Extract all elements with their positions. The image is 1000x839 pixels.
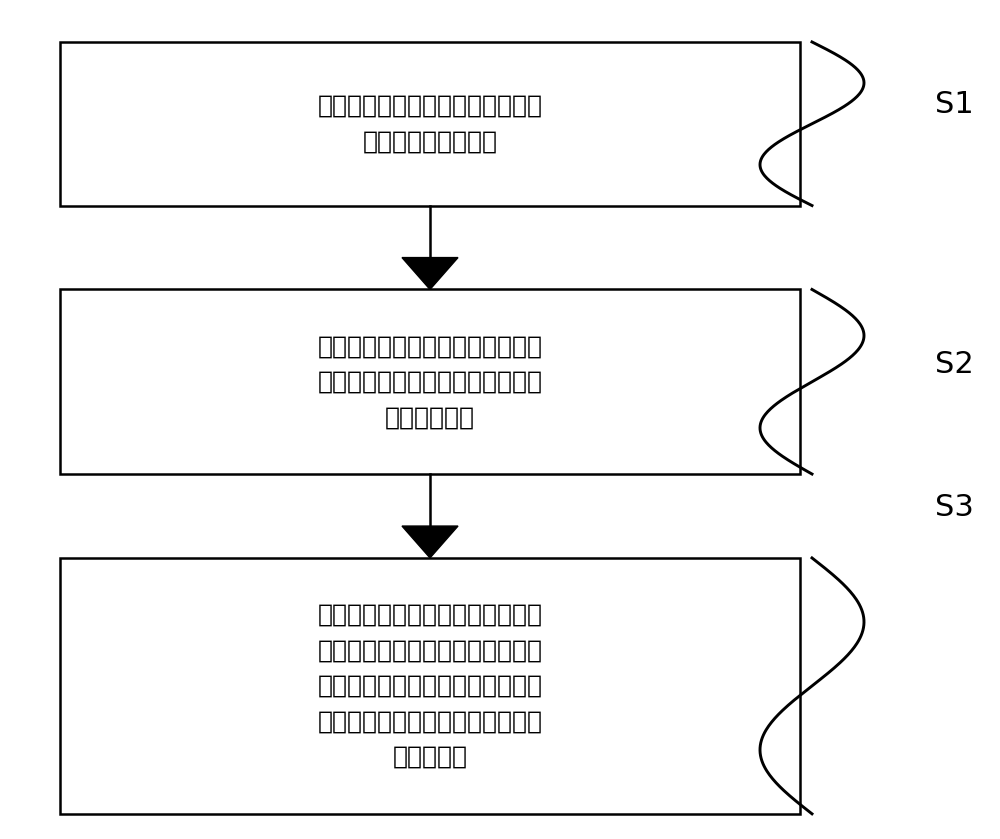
Polygon shape <box>402 258 458 289</box>
Text: 获取线路中边断路器和中断路器一
个周波的电流采样值: 获取线路中边断路器和中断路器一 个周波的电流采样值 <box>318 94 542 154</box>
Text: 将所述电流相关性和谐波系数增量
与各自的阈值进行比较，当所述电
流相关性和谐波系数增量中的任一
个超出其阈值时，判别为发生电流
互感器饱和: 将所述电流相关性和谐波系数增量 与各自的阈值进行比较，当所述电 流相关性和谐波系… <box>318 603 542 769</box>
Polygon shape <box>402 526 458 558</box>
Text: S3: S3 <box>935 493 974 522</box>
Text: S2: S2 <box>935 351 974 379</box>
FancyBboxPatch shape <box>60 42 800 206</box>
Text: S1: S1 <box>935 91 974 119</box>
FancyBboxPatch shape <box>60 558 800 814</box>
FancyBboxPatch shape <box>60 289 800 474</box>
Text: 根据所述电流采样值计算所述边断
路器和中断路器的电流相关性以及
谐波系数增量: 根据所述电流采样值计算所述边断 路器和中断路器的电流相关性以及 谐波系数增量 <box>318 335 542 429</box>
